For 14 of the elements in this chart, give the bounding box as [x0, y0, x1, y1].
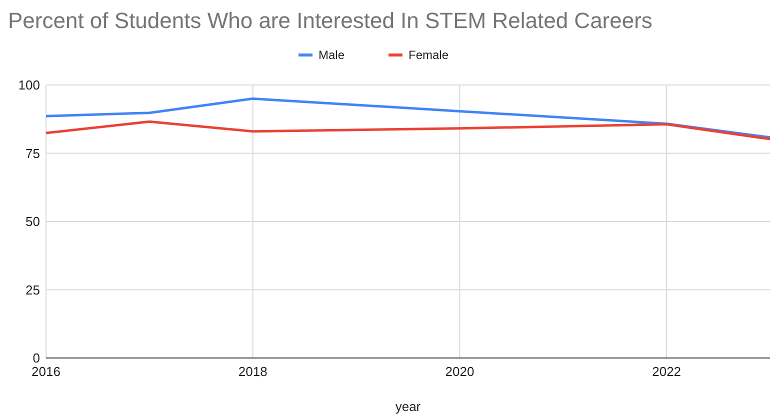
y-tick-label: 75 — [26, 146, 40, 161]
y-tick-label: 25 — [26, 282, 40, 298]
chart-title: Percent of Students Who are Interested In STEM Related Careers — [8, 8, 652, 33]
x-tick-label: 2016 — [32, 364, 60, 379]
legend-label: Female — [408, 48, 449, 62]
y-tick-label: 50 — [26, 214, 40, 230]
x-axis-title: year — [395, 399, 422, 414]
x-tick-label: 2020 — [445, 364, 474, 379]
y-tick-label: 0 — [32, 350, 40, 366]
legend-label: Male — [318, 48, 345, 62]
x-tick-label: 2022 — [652, 364, 682, 379]
y-tick-label: 100 — [18, 78, 40, 93]
x-tick-label: 2018 — [238, 364, 268, 379]
line-series — [44, 120, 772, 140]
